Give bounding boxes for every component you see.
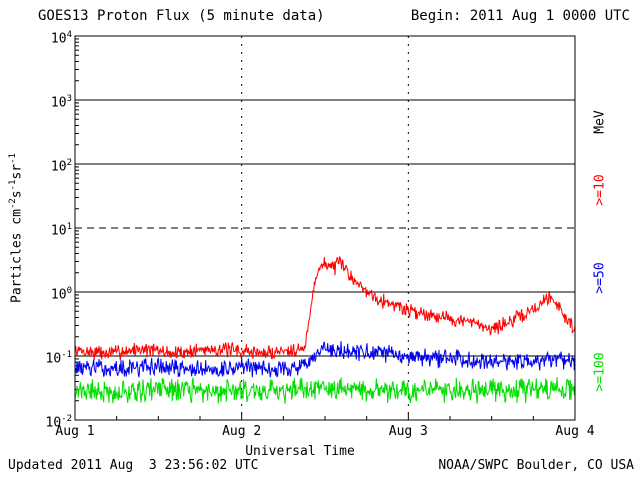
x-axis-label: Universal Time bbox=[245, 444, 355, 459]
begin-time-label: Begin: 2011 Aug 1 0000 UTC bbox=[410, 8, 630, 24]
y-axis-label-part: -1 bbox=[8, 179, 18, 191]
right-label-mev: MeV bbox=[592, 110, 608, 134]
x-tick-label: Aug 2 bbox=[222, 424, 262, 439]
y-axis-label: Particles cm-2s-1sr-1 bbox=[8, 132, 24, 324]
credit-label: NOAA/SWPC Boulder, CO USA bbox=[438, 458, 634, 473]
y-axis-label-part: s bbox=[9, 190, 25, 199]
right-label-100: >=100 bbox=[592, 352, 608, 392]
y-axis-label-part: Particles cm bbox=[9, 209, 25, 303]
series--100-mev bbox=[74, 377, 576, 404]
right-label-50: >=50 bbox=[592, 262, 608, 294]
x-tick-label: Aug 1 bbox=[55, 424, 95, 439]
x-tick-label: Aug 3 bbox=[388, 424, 428, 439]
y-tick-label: 100 bbox=[50, 286, 72, 303]
chart-title: GOES13 Proton Flux (5 minute data) bbox=[38, 8, 325, 24]
series--50-mev bbox=[74, 341, 576, 378]
y-tick-label: 10-2 bbox=[45, 414, 73, 431]
y-tick-label: 101 bbox=[50, 222, 72, 239]
x-tick-label: Aug 4 bbox=[555, 424, 595, 439]
updated-timestamp: Updated 2011 Aug 3 23:56:02 UTC bbox=[8, 458, 259, 473]
y-tick-label: 102 bbox=[50, 158, 72, 175]
y-tick-label: 104 bbox=[50, 30, 72, 47]
y-axis-label-part: -1 bbox=[8, 153, 18, 164]
y-tick-label: 103 bbox=[50, 94, 72, 111]
series--10-mev bbox=[74, 256, 576, 361]
y-axis-label-part: sr bbox=[9, 163, 25, 180]
y-tick-label: 10-1 bbox=[45, 350, 73, 367]
right-label-10: >=10 bbox=[592, 174, 608, 206]
y-axis-label-part: -2 bbox=[8, 198, 18, 210]
